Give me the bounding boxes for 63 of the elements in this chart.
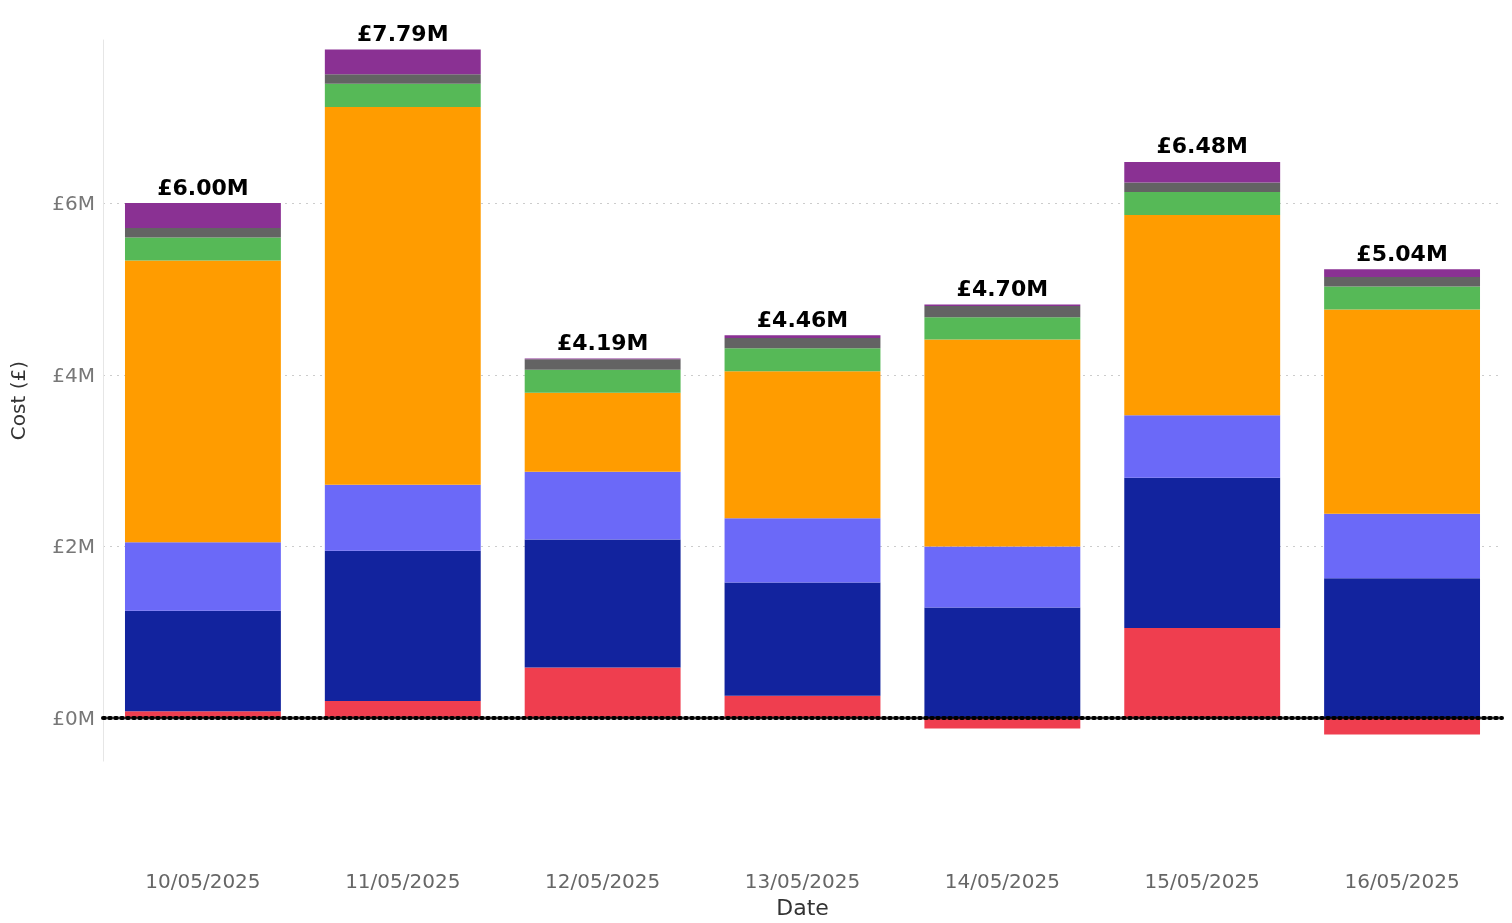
bar <box>524 369 681 393</box>
bar <box>324 106 481 485</box>
bar <box>724 335 881 338</box>
bar <box>1124 182 1281 192</box>
y-tick-label: £2M <box>52 534 95 559</box>
bar <box>1124 191 1281 216</box>
bar <box>724 518 881 583</box>
bar <box>524 539 681 668</box>
bar <box>1324 513 1481 579</box>
bar <box>924 317 1081 340</box>
bar <box>1124 161 1281 183</box>
bar <box>124 237 281 261</box>
bar <box>524 471 681 540</box>
bar <box>724 348 881 372</box>
bar <box>1324 309 1481 514</box>
total-label: £4.70M <box>956 275 1049 301</box>
total-label: £6.48M <box>1156 133 1248 159</box>
total-label: £7.79M <box>357 20 449 46</box>
x-tick-label: 12/05/2025 <box>545 869 661 894</box>
bar <box>1124 415 1281 478</box>
x-tick-label: 11/05/2025 <box>345 869 461 894</box>
x-tick-label: 10/05/2025 <box>145 869 261 894</box>
bar <box>1324 276 1481 287</box>
bar <box>124 228 281 238</box>
x-tick-label: 15/05/2025 <box>1144 869 1260 894</box>
bar <box>724 337 881 349</box>
total-label: £4.19M <box>556 329 649 355</box>
bar <box>324 49 481 75</box>
bar <box>1324 578 1481 719</box>
y-tick-label: £0M <box>52 706 95 731</box>
bar <box>124 260 281 543</box>
bar <box>124 542 281 611</box>
bar <box>124 610 281 712</box>
bar <box>724 371 881 519</box>
total-label: £5.04M <box>1356 240 1448 266</box>
bar <box>1124 215 1281 416</box>
total-label: £4.46M <box>756 306 849 332</box>
bar <box>524 667 681 719</box>
total-label: £6.00M <box>157 174 249 200</box>
bar <box>724 695 881 719</box>
bar <box>1324 269 1481 277</box>
bar <box>324 83 481 107</box>
bar <box>124 203 281 228</box>
y-tick-label: £4M <box>52 362 95 387</box>
bar <box>924 339 1081 547</box>
bar <box>1324 286 1481 310</box>
x-axis-title: Date <box>776 894 829 920</box>
bar <box>524 359 681 370</box>
bar <box>324 550 481 702</box>
bar <box>1124 628 1281 719</box>
bar <box>324 484 481 551</box>
bar <box>524 392 681 472</box>
x-tick-label: 16/05/2025 <box>1344 869 1460 894</box>
bar <box>924 546 1081 608</box>
x-tick-label: 13/05/2025 <box>744 869 861 894</box>
bar <box>1124 477 1281 629</box>
y-axis-title: Cost (£) <box>6 360 30 441</box>
bar <box>724 582 881 696</box>
bar <box>324 74 481 84</box>
bar <box>924 607 1081 719</box>
x-tick-label: 14/05/2025 <box>944 869 1060 894</box>
bar <box>924 306 1081 318</box>
y-tick-label: £6M <box>52 191 95 216</box>
